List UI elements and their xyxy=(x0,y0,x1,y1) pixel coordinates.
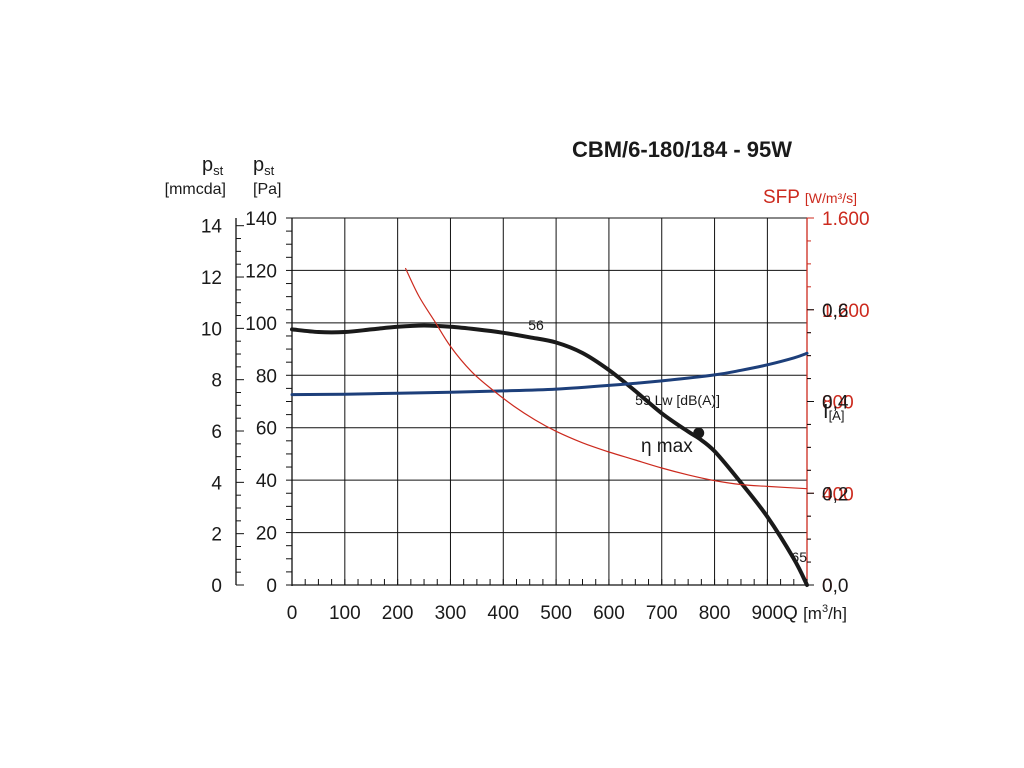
x-tick-label: 100 xyxy=(329,603,361,624)
y-inner-tick-label: 80 xyxy=(256,366,277,387)
y-outer-axis-unit: [mmcda] xyxy=(165,181,226,198)
x-tick-label: 200 xyxy=(382,603,414,624)
sfp-axis-label: SFP xyxy=(763,187,805,208)
x-tick-label: 600 xyxy=(593,603,625,624)
current-tick-label: 0,6 xyxy=(822,301,848,322)
y-inner-axis-symbol: pst xyxy=(253,154,275,178)
y-outer-axis-symbol: pst xyxy=(202,154,224,178)
SFP-curve xyxy=(405,267,808,490)
sfp-tick-label: 1.200 xyxy=(822,301,870,322)
y-inner-tick-label: 100 xyxy=(245,314,277,335)
y-inner-axis-unit: [Pa] xyxy=(253,181,281,198)
y-outer-axis-symbol-main: p xyxy=(202,154,213,176)
sfp-axis-unit: [W/m³/s] xyxy=(805,190,857,206)
y-outer-tick-label: 8 xyxy=(211,371,222,392)
sfp-tick-label: 1.600 xyxy=(822,209,870,230)
x-axis-unit-sup: 3 xyxy=(822,603,828,615)
current-axis-title: I[A] xyxy=(823,401,844,423)
sfp-tick-label: 800 xyxy=(822,393,854,414)
sfp-tick-label: 400 xyxy=(822,484,854,505)
grid xyxy=(292,217,808,585)
x-axis-symbol: Q xyxy=(783,603,803,624)
y-inner-tick-label: 40 xyxy=(256,471,277,492)
x-axis-title: Q [m3/h] xyxy=(783,603,847,624)
sound-level-label: 65 xyxy=(791,549,807,565)
current-axis-unit: [A] xyxy=(829,408,845,423)
y-inner-axis-symbol-sub: st xyxy=(264,163,275,178)
x-tick-label: 700 xyxy=(646,603,678,624)
y-inner-tick-label: 60 xyxy=(256,419,277,440)
sfp-tick-label: 0 xyxy=(822,576,833,597)
y-inner-tick-label: 0 xyxy=(266,576,277,597)
x-axis-unit-post: /h] xyxy=(828,604,847,623)
x-tick-label: 0 xyxy=(287,603,298,624)
y-outer-tick-label: 2 xyxy=(211,525,222,546)
chart-title: CBM/6-180/184 - 95W xyxy=(572,137,792,162)
series-group xyxy=(290,267,809,587)
labels: 0 100 200 300 400 500 600 700 800 900020406080100… xyxy=(165,137,870,624)
y-outer-tick-label: 12 xyxy=(201,268,222,289)
eta-max-marker xyxy=(693,427,705,439)
y-outer-tick-label: 6 xyxy=(211,422,222,443)
y-outer-tick-label: 0 xyxy=(211,576,222,597)
x-axis-unit-pre: [m xyxy=(803,604,822,623)
y-inner-tick-label: 120 xyxy=(245,261,277,282)
sfp-axis-title: SFP [W/m³/s] xyxy=(763,187,857,208)
sound-level-label: 56 xyxy=(528,317,544,333)
y-outer-axis-symbol-sub: st xyxy=(213,163,224,178)
axes xyxy=(235,217,814,586)
x-tick-label: 300 xyxy=(435,603,467,624)
y-inner-tick-label: 140 xyxy=(245,209,277,230)
eta-max-symbol: η xyxy=(641,436,652,457)
x-tick-label: 500 xyxy=(540,603,572,624)
y-outer-tick-label: 4 xyxy=(211,473,222,494)
sound-level-label: 59 Lw [dB(A)] xyxy=(635,392,720,408)
pressure-curve xyxy=(290,323,809,587)
current-tick-label: 0,0 xyxy=(822,576,848,597)
y-outer-tick-label: 10 xyxy=(201,319,222,340)
y-outer-tick-label: 14 xyxy=(201,217,223,238)
y-inner-axis-symbol-main: p xyxy=(253,154,264,176)
y-inner-tick-label: 20 xyxy=(256,524,277,545)
eta-max-label: η max xyxy=(641,436,693,457)
x-tick-label: 900 xyxy=(752,603,784,624)
x-tick-label: 800 xyxy=(699,603,731,624)
current-axis-label: I xyxy=(823,401,829,423)
eta-max-text: max xyxy=(652,436,694,457)
current-tick-label: 0,4 xyxy=(822,393,849,414)
current-tick-label: 0,2 xyxy=(822,484,848,505)
x-tick-label: 400 xyxy=(487,603,519,624)
current-curve xyxy=(290,351,809,397)
